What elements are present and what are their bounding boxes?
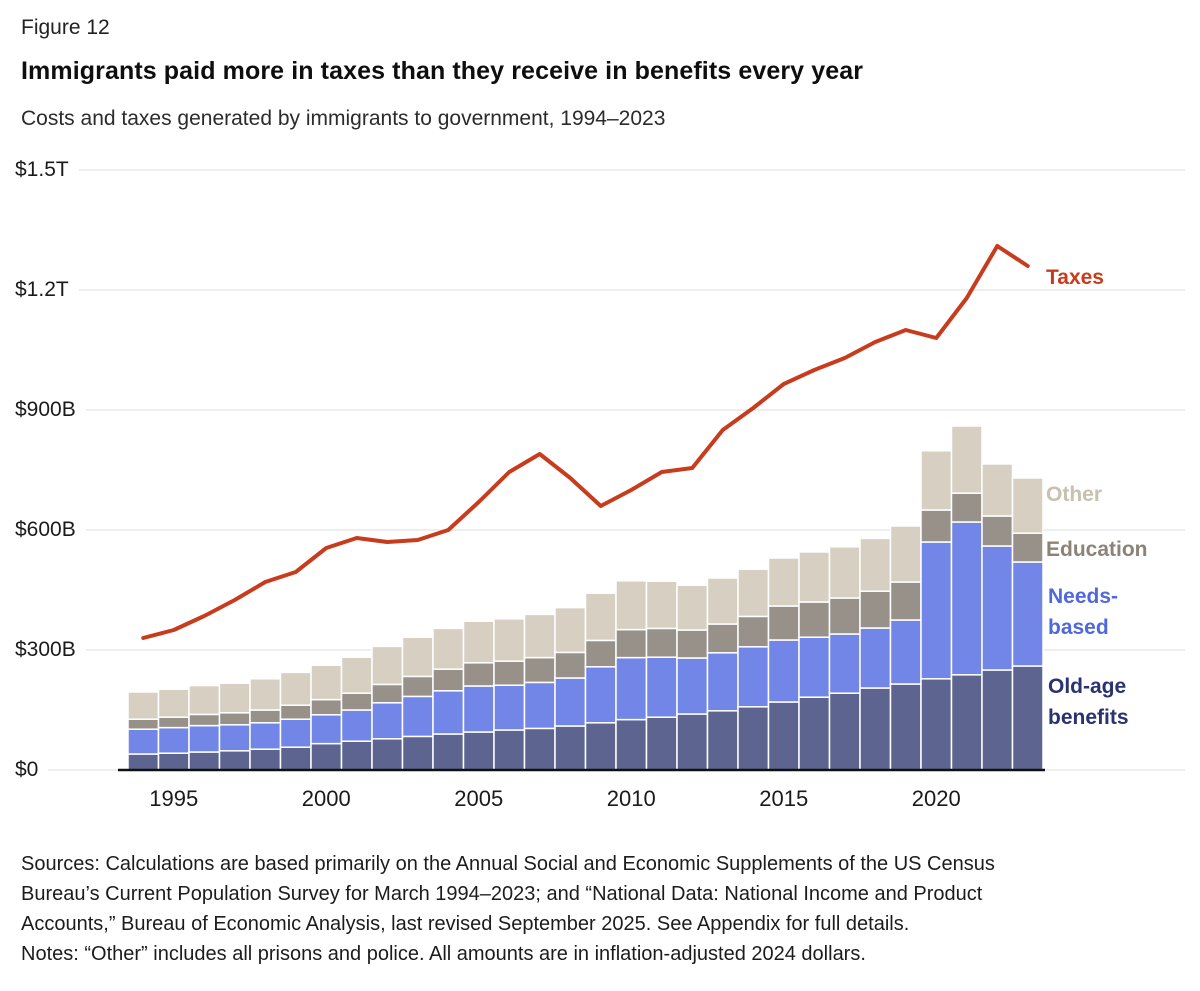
x-axis-tick-label: 2020 <box>911 786 961 811</box>
x-axis-tick-label: 2010 <box>606 786 656 811</box>
chart-subtitle: Costs and taxes generated by immigrants … <box>21 107 666 130</box>
source-line: Accounts,” Bureau of Economic Analysis, … <box>21 913 910 935</box>
x-axis-tick-label: 2005 <box>454 786 504 811</box>
old-age-series-label: Old-age benefits <box>1048 671 1129 733</box>
source-line: Sources: Calculations are based primaril… <box>21 853 995 875</box>
needs-based-label-line1: Needs- <box>1048 585 1119 608</box>
y-axis-tick-label: $0 <box>15 757 49 783</box>
y-axis-tick-label: $1.5T <box>15 157 79 183</box>
x-axis-tick-label: 2015 <box>759 786 809 811</box>
needs-based-series-label: Needs- based <box>1048 581 1118 643</box>
chart-title: Immigrants paid more in taxes than they … <box>21 57 864 85</box>
x-axis-tick-label: 2000 <box>301 786 351 811</box>
y-axis-tick-label: $900B <box>15 397 86 423</box>
source-line: Bureau’s Current Population Survey for M… <box>21 883 983 905</box>
needs-based-label-line2: based <box>1048 616 1109 639</box>
x-axis-tick-label: 1995 <box>149 786 199 811</box>
y-axis-tick-label: $1.2T <box>15 277 79 303</box>
other-series-label: Other <box>1046 483 1103 506</box>
taxes-series-label: Taxes <box>1046 266 1104 289</box>
figure-label: Figure 12 <box>21 16 110 39</box>
notes-line: Notes: “Other” includes all prisons and … <box>21 943 866 965</box>
y-axis-tick-label: $600B <box>15 517 86 543</box>
y-axis-tick-label: $300B <box>15 637 86 663</box>
old-age-label-line1: Old-age <box>1048 675 1127 698</box>
education-series-label: Education <box>1046 538 1148 561</box>
source-notes: Sources: Calculations are based primaril… <box>21 849 995 969</box>
old-age-label-line2: benefits <box>1048 706 1129 729</box>
